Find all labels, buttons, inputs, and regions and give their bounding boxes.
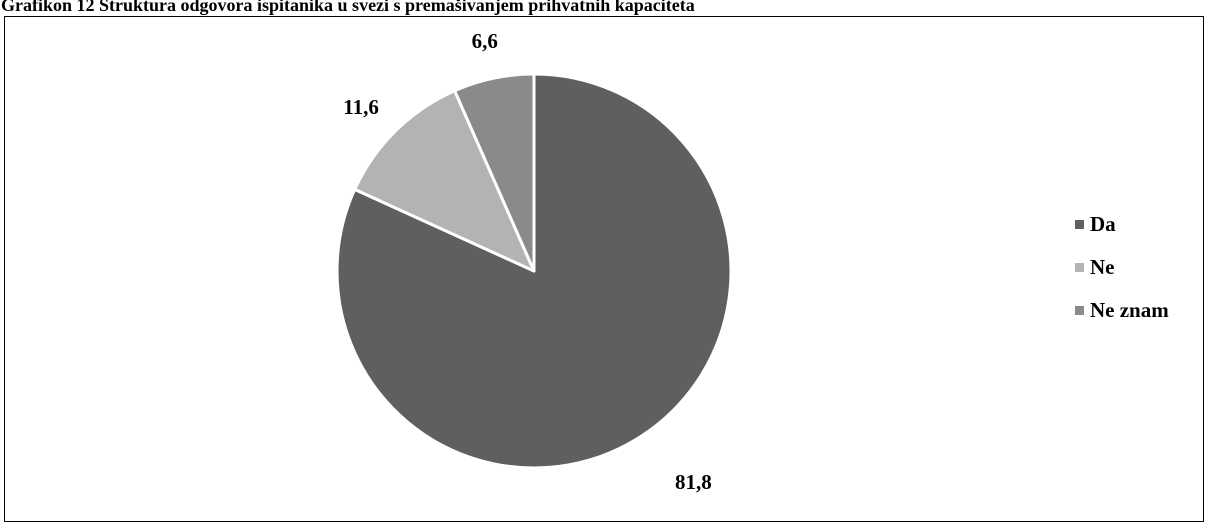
- legend-label-ne: Ne: [1090, 255, 1115, 279]
- data-label-da: 81,8: [675, 470, 712, 494]
- chart-title: Grafikon 12 Struktura odgovora ispitanik…: [1, 0, 695, 15]
- legend-swatch-ne: [1075, 262, 1084, 272]
- pie-slice-ne-znam: [453, 72, 536, 273]
- legend-item-ne: Ne: [1075, 256, 1169, 278]
- legend-item-da: Da: [1075, 213, 1169, 235]
- legend-label-ne-znam: Ne znam: [1090, 298, 1169, 322]
- legend-swatch-da: [1075, 219, 1084, 229]
- pie-slice-ne: [353, 89, 536, 273]
- chart-legend: Da Ne Ne znam: [1075, 213, 1169, 342]
- legend-item-ne-znam: Ne znam: [1075, 299, 1169, 321]
- legend-swatch-ne-znam: [1075, 305, 1084, 315]
- data-label-ne-znam: 6,6: [472, 29, 498, 53]
- legend-label-da: Da: [1090, 212, 1116, 236]
- chart-frame: [4, 16, 1204, 522]
- data-label-ne: 11,6: [343, 95, 379, 119]
